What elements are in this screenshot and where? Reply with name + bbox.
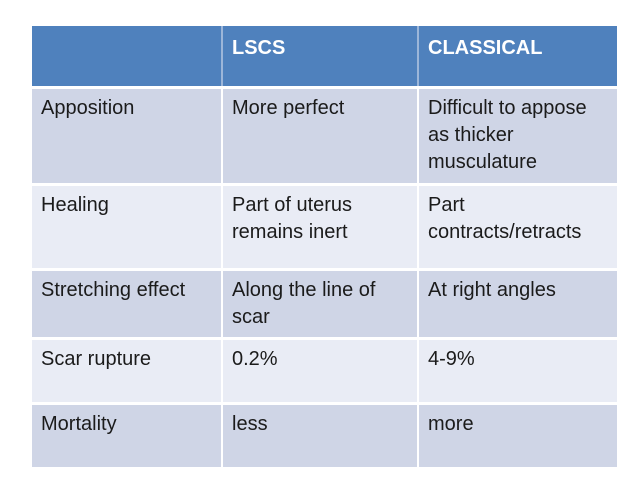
row-label: Healing — [32, 182, 222, 269]
row-label: Mortality — [32, 401, 222, 467]
cell-classical: 4-9% — [417, 336, 617, 403]
cell-classical: Difficult to appose as thicker musculatu… — [417, 85, 617, 184]
table-row-healing: Healing Part of uterus remains inert Par… — [32, 182, 617, 269]
row-label: Apposition — [32, 85, 222, 184]
cell-lscs: Part of uterus remains inert — [221, 182, 418, 269]
table-row-apposition: Apposition More perfect Difficult to app… — [32, 85, 617, 184]
row-label: Stretching effect — [32, 267, 222, 338]
header-cell-lscs: LSCS — [221, 26, 418, 87]
cell-classical: Part contracts/retracts — [417, 182, 617, 269]
cell-lscs: less — [221, 401, 418, 467]
cell-lscs: Along the line of scar — [221, 267, 418, 338]
cell-lscs: More perfect — [221, 85, 418, 184]
row-label: Scar rupture — [32, 336, 222, 403]
cell-lscs: 0.2% — [221, 336, 418, 403]
header-row: LSCS CLASSICAL — [32, 26, 617, 87]
comparison-table: LSCS CLASSICAL Apposition More perfect D… — [32, 26, 617, 467]
table-row-mortality: Mortality less more — [32, 401, 617, 467]
header-cell-feature — [32, 26, 222, 87]
header-cell-classical: CLASSICAL — [417, 26, 617, 87]
table-row-stretching-effect: Stretching effect Along the line of scar… — [32, 267, 617, 338]
cell-classical: more — [417, 401, 617, 467]
table-row-scar-rupture: Scar rupture 0.2% 4-9% — [32, 336, 617, 403]
cell-classical: At right angles — [417, 267, 617, 338]
